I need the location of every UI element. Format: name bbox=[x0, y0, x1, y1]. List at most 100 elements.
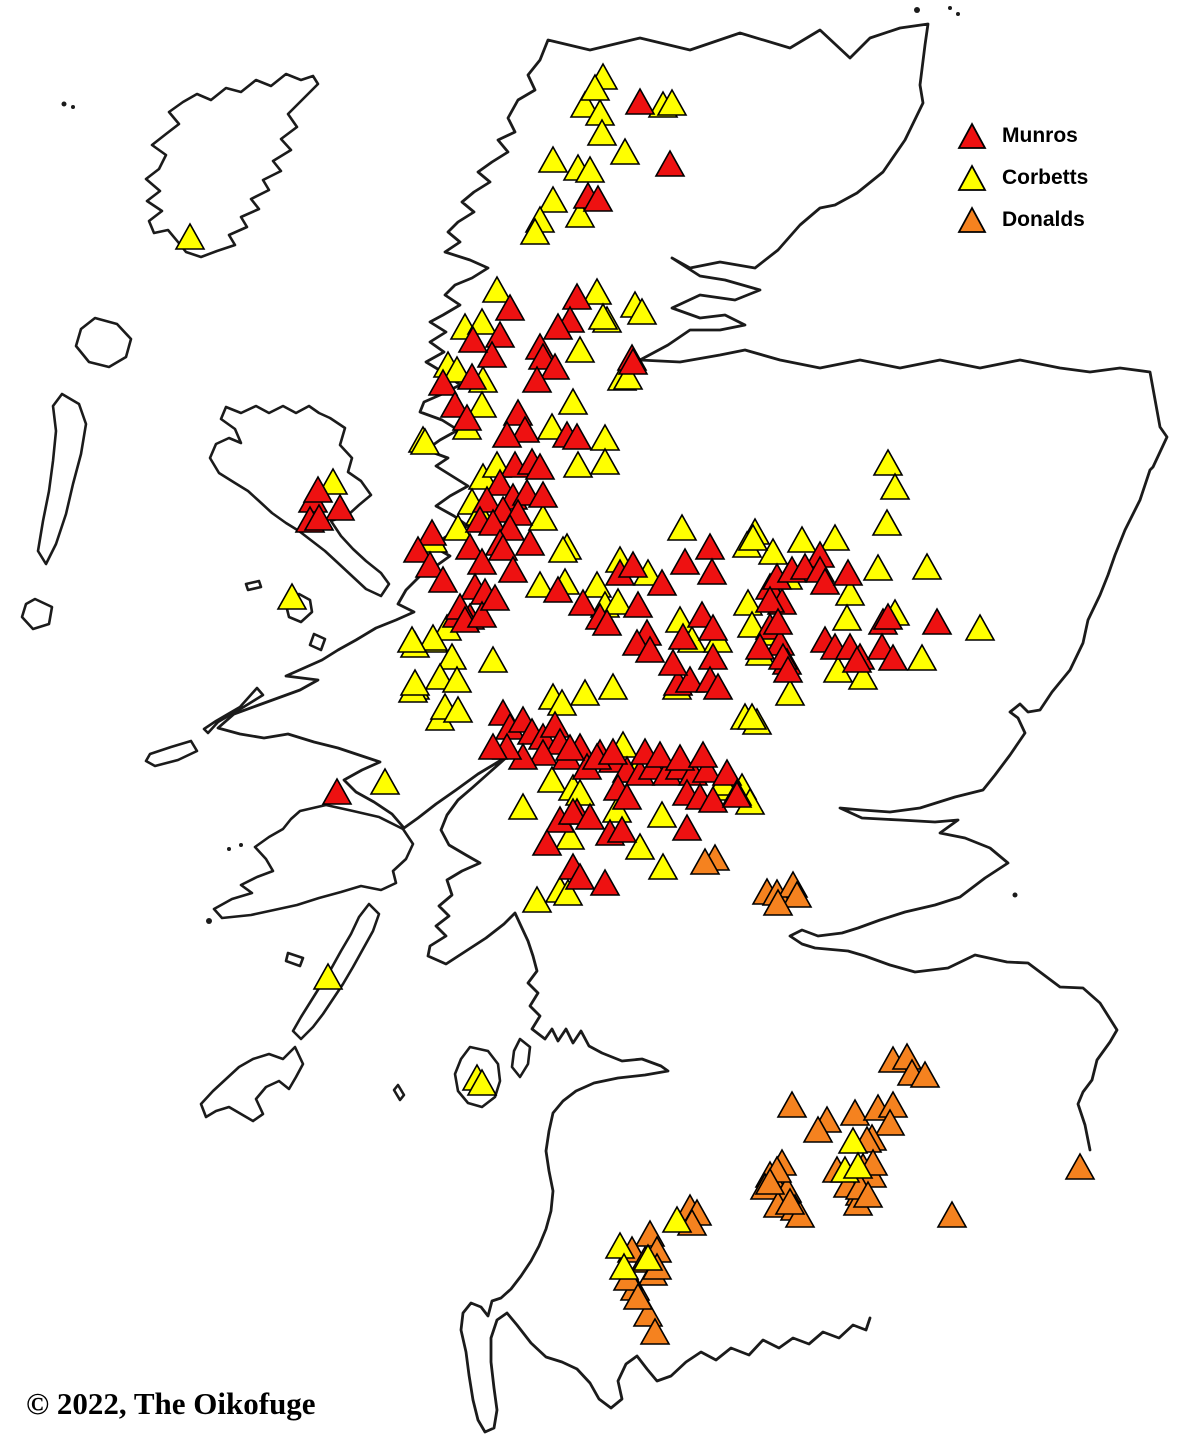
corbetts-marker bbox=[466, 390, 498, 418]
donalds-marker bbox=[622, 1282, 654, 1310]
donalds-marker bbox=[852, 1180, 884, 1208]
donalds-legend-triangle-icon bbox=[957, 206, 987, 233]
munros-marker bbox=[479, 583, 511, 611]
donalds-marker bbox=[762, 888, 794, 916]
island-canna bbox=[244, 579, 263, 592]
corbetts-marker bbox=[441, 355, 473, 383]
island-skye bbox=[208, 404, 391, 598]
munros-marker bbox=[557, 797, 589, 825]
munros-marker bbox=[484, 468, 516, 496]
munros-marker bbox=[702, 672, 734, 700]
islet-treshnish-2 bbox=[239, 843, 243, 847]
corbetts-marker bbox=[911, 552, 943, 580]
corbetts-marker bbox=[589, 423, 621, 451]
munros-marker bbox=[542, 575, 574, 603]
munros-series bbox=[294, 87, 953, 896]
corbetts-marker bbox=[736, 610, 768, 638]
munros-marker bbox=[772, 655, 804, 683]
corbetts-marker bbox=[436, 642, 468, 670]
munros-marker bbox=[664, 743, 696, 771]
corbetts-marker bbox=[647, 852, 679, 880]
munros-marker bbox=[611, 782, 643, 810]
munros-marker bbox=[457, 325, 489, 353]
corbetts-marker bbox=[604, 1231, 636, 1259]
islet-pentland-2 bbox=[956, 12, 960, 16]
corbetts-marker bbox=[552, 878, 584, 906]
munros-marker bbox=[494, 293, 526, 321]
corbetts-marker bbox=[586, 118, 618, 146]
corbetts-marker bbox=[581, 277, 613, 305]
corbetts-marker bbox=[527, 503, 559, 531]
munros-marker bbox=[754, 585, 786, 613]
munros-marker bbox=[497, 555, 529, 583]
munros-marker bbox=[606, 815, 638, 843]
munros-marker bbox=[491, 420, 523, 448]
donalds-marker bbox=[874, 1108, 906, 1136]
corbetts-marker bbox=[564, 200, 596, 228]
corbetts-marker bbox=[442, 513, 474, 541]
munros-marker bbox=[872, 602, 904, 630]
corbetts-marker bbox=[737, 523, 769, 551]
corbetts-marker bbox=[369, 767, 401, 795]
corbetts-marker bbox=[842, 1151, 874, 1179]
corbetts-marker bbox=[736, 702, 768, 730]
munros-marker bbox=[303, 503, 335, 531]
munros-marker bbox=[466, 547, 498, 575]
munros-marker bbox=[691, 755, 723, 783]
munros-marker bbox=[921, 607, 953, 635]
munros-marker bbox=[674, 665, 706, 693]
munros-marker bbox=[711, 758, 743, 786]
corbetts-marker bbox=[174, 222, 206, 250]
corbetts-marker bbox=[661, 1205, 693, 1233]
munros-marker bbox=[721, 780, 753, 808]
donalds-marker bbox=[774, 1187, 806, 1215]
corbetts-legend-triangle-icon bbox=[957, 164, 987, 191]
island-coll bbox=[202, 686, 265, 735]
corbetts-marker bbox=[608, 1252, 640, 1280]
munros-marker bbox=[697, 642, 729, 670]
legend-item-munros: Munros bbox=[957, 122, 1088, 150]
donalds-marker bbox=[936, 1200, 968, 1228]
munros-marker bbox=[524, 452, 556, 480]
donalds-marker bbox=[909, 1060, 941, 1088]
munros-marker bbox=[454, 532, 486, 560]
corbetts-series bbox=[174, 62, 996, 1096]
donalds-marker bbox=[839, 1098, 871, 1126]
corbetts-marker bbox=[547, 535, 579, 563]
munros-marker bbox=[531, 828, 563, 856]
munros-marker bbox=[582, 184, 614, 212]
munros-marker bbox=[687, 740, 719, 768]
copyright-text: © 2022, The Oikofuge bbox=[26, 1386, 316, 1421]
corbetts-marker bbox=[557, 387, 589, 415]
island-mull bbox=[212, 803, 415, 920]
island-jura bbox=[291, 902, 381, 1041]
munros-marker bbox=[841, 645, 873, 673]
munros-marker bbox=[634, 635, 666, 663]
corbetts-marker bbox=[871, 508, 903, 536]
corbetts-marker bbox=[317, 467, 349, 495]
munros-marker bbox=[539, 352, 571, 380]
munros-marker bbox=[324, 493, 356, 521]
munros-marker bbox=[669, 547, 701, 575]
munros-marker bbox=[617, 347, 649, 375]
donalds-marker bbox=[754, 1167, 786, 1195]
donalds-marker bbox=[781, 880, 813, 908]
corbetts-marker bbox=[562, 450, 594, 478]
corbetts-marker bbox=[399, 668, 431, 696]
munros-marker bbox=[624, 87, 656, 115]
islet-pentland-1 bbox=[948, 6, 952, 10]
islet-treshnish-1 bbox=[227, 847, 231, 851]
corbetts-marker bbox=[732, 588, 764, 616]
munros-marker bbox=[744, 632, 776, 660]
corbetts-marker bbox=[831, 603, 863, 631]
corbetts-marker bbox=[786, 525, 818, 553]
island-barra bbox=[20, 597, 54, 631]
munros-marker bbox=[554, 733, 586, 761]
munros-marker bbox=[561, 282, 593, 310]
corbetts-marker bbox=[396, 625, 428, 653]
corbetts-marker bbox=[519, 217, 551, 245]
munros-marker bbox=[617, 550, 649, 578]
corbetts-marker bbox=[569, 678, 601, 706]
munros-marker bbox=[427, 565, 459, 593]
